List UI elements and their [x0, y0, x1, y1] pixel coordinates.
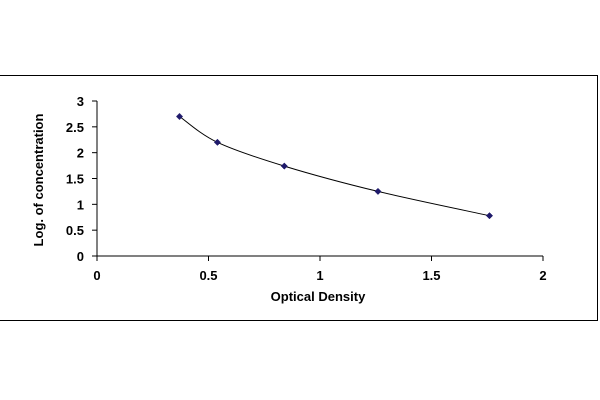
- y-axis-title: Log. of concentration: [31, 114, 46, 247]
- x-tick-label: 2: [539, 268, 546, 283]
- data-point: [280, 162, 288, 170]
- y-tick-label: 2.5: [66, 120, 84, 135]
- x-tick-label: 0: [93, 268, 100, 283]
- data-point: [175, 112, 184, 121]
- x-tick-label: 1.5: [422, 268, 440, 283]
- data-point: [213, 138, 221, 146]
- x-ticks: 0 0.5 1 1.5 2: [93, 256, 547, 283]
- y-tick-label: 0.5: [66, 223, 84, 238]
- x-tick-label: 1: [316, 268, 323, 283]
- data-point: [374, 187, 382, 195]
- y-tick-label: 0: [77, 249, 84, 264]
- y-tick-label: 2: [77, 146, 84, 161]
- axes: [96, 101, 543, 257]
- data-points: [175, 112, 494, 220]
- y-ticks: 0 0.5 1 1.5 2 2.5 3: [66, 94, 97, 264]
- x-tick-label: 0.5: [199, 268, 217, 283]
- y-tick-label: 3: [77, 94, 84, 109]
- chart-frame: [0, 75, 598, 321]
- trendline: [179, 116, 490, 217]
- x-axis-title: Optical Density: [271, 289, 366, 304]
- y-tick-label: 1.5: [66, 172, 84, 187]
- y-tick-label: 1: [77, 197, 84, 212]
- data-point: [485, 212, 494, 220]
